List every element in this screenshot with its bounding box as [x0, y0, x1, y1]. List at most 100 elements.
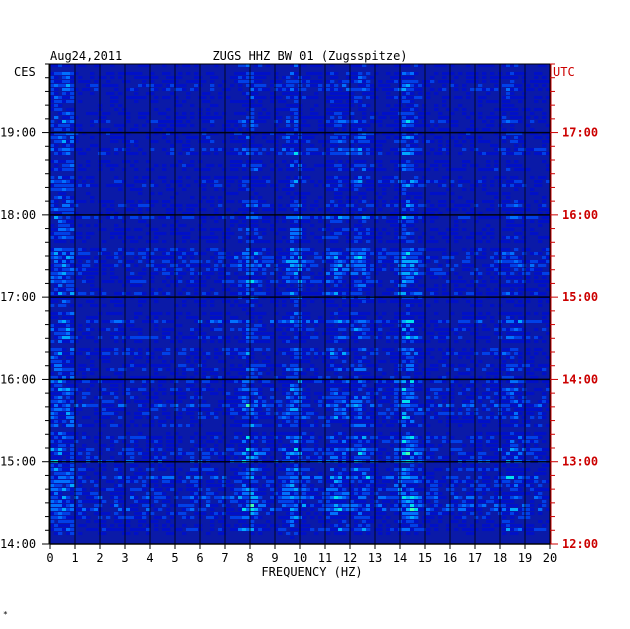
spectrogram-cell	[326, 132, 331, 135]
spectrogram-cell	[358, 236, 363, 239]
spectrogram-cell	[150, 88, 155, 91]
spectrogram-cell	[210, 340, 215, 343]
spectrogram-cell	[70, 292, 75, 295]
spectrogram-cell	[494, 324, 499, 327]
spectrogram-cell	[374, 132, 379, 135]
spectrogram-cell	[114, 232, 119, 235]
spectrogram-cell	[482, 88, 487, 91]
spectrogram-cell	[474, 204, 479, 207]
spectrogram-cell	[486, 336, 491, 339]
spectrogram-cell	[126, 160, 131, 163]
spectrogram-cell	[310, 208, 315, 211]
spectrogram-cell	[54, 260, 59, 263]
spectrogram-cell	[314, 332, 319, 335]
spectrogram-cell	[426, 256, 431, 259]
spectrogram-cell	[474, 76, 479, 79]
spectrogram-cell	[490, 248, 495, 251]
spectrogram-cell	[518, 232, 523, 235]
spectrogram-cell	[238, 364, 243, 367]
spectrogram-cell	[494, 84, 499, 87]
spectrogram-cell	[342, 292, 347, 295]
spectrogram-cell	[58, 292, 63, 295]
spectrogram-cell	[282, 216, 287, 219]
spectrogram-cell	[170, 124, 175, 127]
spectrogram-cell	[102, 360, 107, 363]
spectrogram-cell	[206, 248, 211, 251]
spectrogram-cell	[78, 128, 83, 131]
spectrogram-cell	[502, 96, 507, 99]
spectrogram-cell	[50, 104, 55, 107]
spectrogram-cell	[386, 292, 391, 295]
spectrogram-cell	[406, 112, 411, 115]
spectrogram-cell	[414, 288, 419, 291]
spectrogram-cell	[322, 88, 327, 91]
spectrogram-cell	[186, 144, 191, 147]
spectrogram-cell	[174, 112, 179, 115]
spectrogram-cell	[338, 112, 343, 115]
spectrogram-cell	[154, 184, 159, 187]
spectrogram-cell	[386, 92, 391, 95]
spectrogram-cell	[54, 332, 59, 335]
spectrogram-cell	[174, 164, 179, 167]
spectrogram-cell	[58, 176, 63, 179]
spectrogram-cell	[342, 136, 347, 139]
spectrogram-cell	[278, 292, 283, 295]
spectrogram-cell	[394, 136, 399, 139]
spectrogram-cell	[274, 288, 279, 291]
spectrogram-cell	[454, 328, 459, 331]
spectrogram-cell	[538, 304, 543, 307]
spectrogram-cell	[322, 252, 327, 255]
spectrogram-cell	[242, 252, 247, 255]
spectrogram-cell	[166, 200, 171, 203]
spectrogram-cell	[106, 360, 111, 363]
spectrogram-cell	[350, 240, 355, 243]
spectrogram-cell	[206, 116, 211, 119]
spectrogram-cell	[214, 316, 219, 319]
spectrogram-cell	[470, 188, 475, 191]
spectrogram-cell	[490, 320, 495, 323]
spectrogram-cell	[386, 96, 391, 99]
spectrogram-cell	[510, 80, 515, 83]
spectrogram-cell	[494, 168, 499, 171]
spectrogram-cell	[250, 188, 255, 191]
spectrogram-cell	[370, 136, 375, 139]
spectrogram-cell	[334, 212, 339, 215]
spectrogram-cell	[126, 152, 131, 155]
spectrogram-cell	[542, 216, 547, 219]
spectrogram-cell	[534, 348, 539, 351]
spectrogram-cell	[70, 324, 75, 327]
spectrogram-cell	[246, 364, 251, 367]
spectrogram-cell	[482, 336, 487, 339]
spectrogram-cell	[534, 216, 539, 219]
spectrogram-cell	[302, 236, 307, 239]
spectrogram-cell	[370, 212, 375, 215]
spectrogram-cell	[338, 116, 343, 119]
spectrogram-cell	[422, 328, 427, 331]
spectrogram-cell	[218, 96, 223, 99]
spectrogram-cell	[278, 196, 283, 199]
spectrogram-cell	[134, 204, 139, 207]
spectrogram-cell	[218, 200, 223, 203]
spectrogram-cell	[190, 116, 195, 119]
spectrogram-cell	[162, 72, 167, 75]
spectrogram-cell	[290, 220, 295, 223]
spectrogram-cell	[466, 352, 471, 355]
spectrogram-cell	[366, 280, 371, 283]
spectrogram-cell	[210, 236, 215, 239]
spectrogram-cell	[62, 252, 67, 255]
spectrogram-cell	[474, 268, 479, 271]
spectrogram-cell	[234, 292, 239, 295]
spectrogram-cell	[362, 236, 367, 239]
spectrogram-cell	[514, 268, 519, 271]
spectrogram-cell	[226, 288, 231, 291]
spectrogram-cell	[462, 148, 467, 151]
spectrogram-cell	[510, 236, 515, 239]
spectrogram-cell	[294, 204, 299, 207]
spectrogram-cell	[502, 248, 507, 251]
spectrogram-cell	[134, 340, 139, 343]
spectrogram-cell	[270, 368, 275, 371]
spectrogram-cell	[114, 332, 119, 335]
spectrogram-cell	[286, 104, 291, 107]
spectrogram-cell	[326, 176, 331, 179]
spectrogram-cell	[474, 364, 479, 367]
